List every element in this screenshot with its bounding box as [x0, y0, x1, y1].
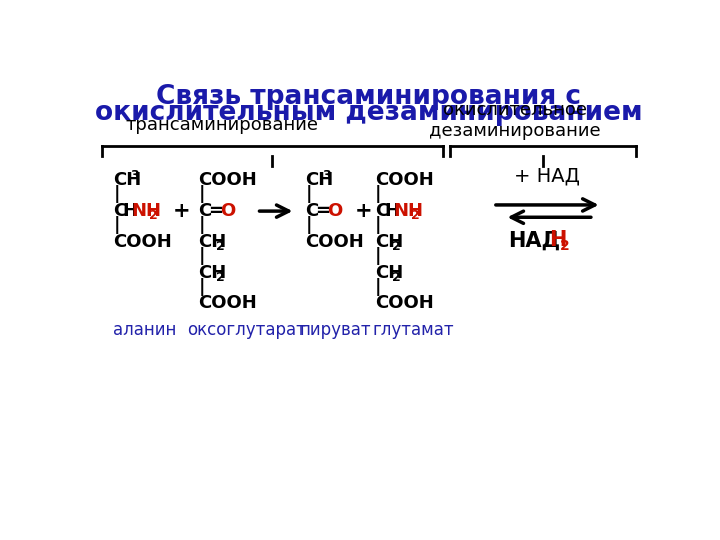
Text: |: |: [305, 216, 312, 234]
Text: O: O: [220, 202, 235, 220]
Text: CH: CH: [305, 171, 333, 190]
Text: |: |: [113, 216, 120, 234]
Text: |: |: [199, 216, 205, 234]
Text: CH: CH: [199, 233, 227, 251]
Text: 3: 3: [323, 169, 331, 182]
Text: +: +: [355, 201, 372, 221]
Text: CH: CH: [375, 233, 403, 251]
Text: =: =: [209, 202, 224, 220]
Text: 2: 2: [149, 209, 158, 222]
Text: COOH: COOH: [199, 171, 257, 190]
Text: |: |: [305, 185, 312, 203]
Text: 3: 3: [130, 169, 139, 182]
Text: |: |: [375, 216, 382, 234]
Text: C: C: [113, 202, 127, 220]
Text: COOH: COOH: [305, 233, 364, 251]
Text: + НАД: + НАД: [514, 167, 580, 186]
Text: +: +: [173, 201, 190, 221]
Text: глутамат: глутамат: [373, 321, 454, 340]
Text: CH: CH: [375, 264, 403, 282]
Text: COOH: COOH: [375, 171, 434, 190]
Text: НАД: НАД: [508, 231, 561, 251]
Text: |: |: [375, 185, 382, 203]
Text: C: C: [305, 202, 319, 220]
Text: 2: 2: [559, 239, 570, 253]
Text: 2: 2: [392, 271, 401, 284]
Text: трансаминирование: трансаминирование: [125, 116, 318, 134]
Text: H: H: [384, 202, 400, 220]
Text: 2: 2: [215, 240, 225, 253]
Text: |: |: [199, 247, 205, 265]
Text: NH: NH: [394, 202, 424, 220]
Text: |: |: [375, 278, 382, 295]
Text: NH: NH: [132, 202, 162, 220]
Text: |: |: [199, 278, 205, 295]
Text: пируват: пируват: [300, 321, 371, 340]
Text: |: |: [113, 185, 120, 203]
Text: окислительное
дезаминирование: окислительное дезаминирование: [429, 101, 600, 140]
Text: окислительным дезаминированием: окислительным дезаминированием: [95, 100, 643, 126]
Text: 2: 2: [215, 271, 225, 284]
Text: оксоглутарат: оксоглутарат: [187, 321, 306, 340]
Text: 2: 2: [392, 240, 401, 253]
Text: O: O: [327, 202, 343, 220]
Text: C: C: [199, 202, 212, 220]
Text: Связь трансаминирования с: Связь трансаминирования с: [156, 84, 582, 110]
Text: H: H: [122, 202, 138, 220]
Text: C: C: [375, 202, 389, 220]
Text: COOH: COOH: [199, 294, 257, 313]
Text: |: |: [199, 185, 205, 203]
Text: COOH: COOH: [375, 294, 434, 313]
Text: CH: CH: [113, 171, 142, 190]
Text: COOH: COOH: [113, 233, 172, 251]
Text: =: =: [315, 202, 330, 220]
Text: Н: Н: [549, 231, 566, 251]
Text: CH: CH: [199, 264, 227, 282]
Text: |: |: [375, 247, 382, 265]
Text: 2: 2: [411, 209, 420, 222]
Text: аланин: аланин: [113, 321, 176, 340]
